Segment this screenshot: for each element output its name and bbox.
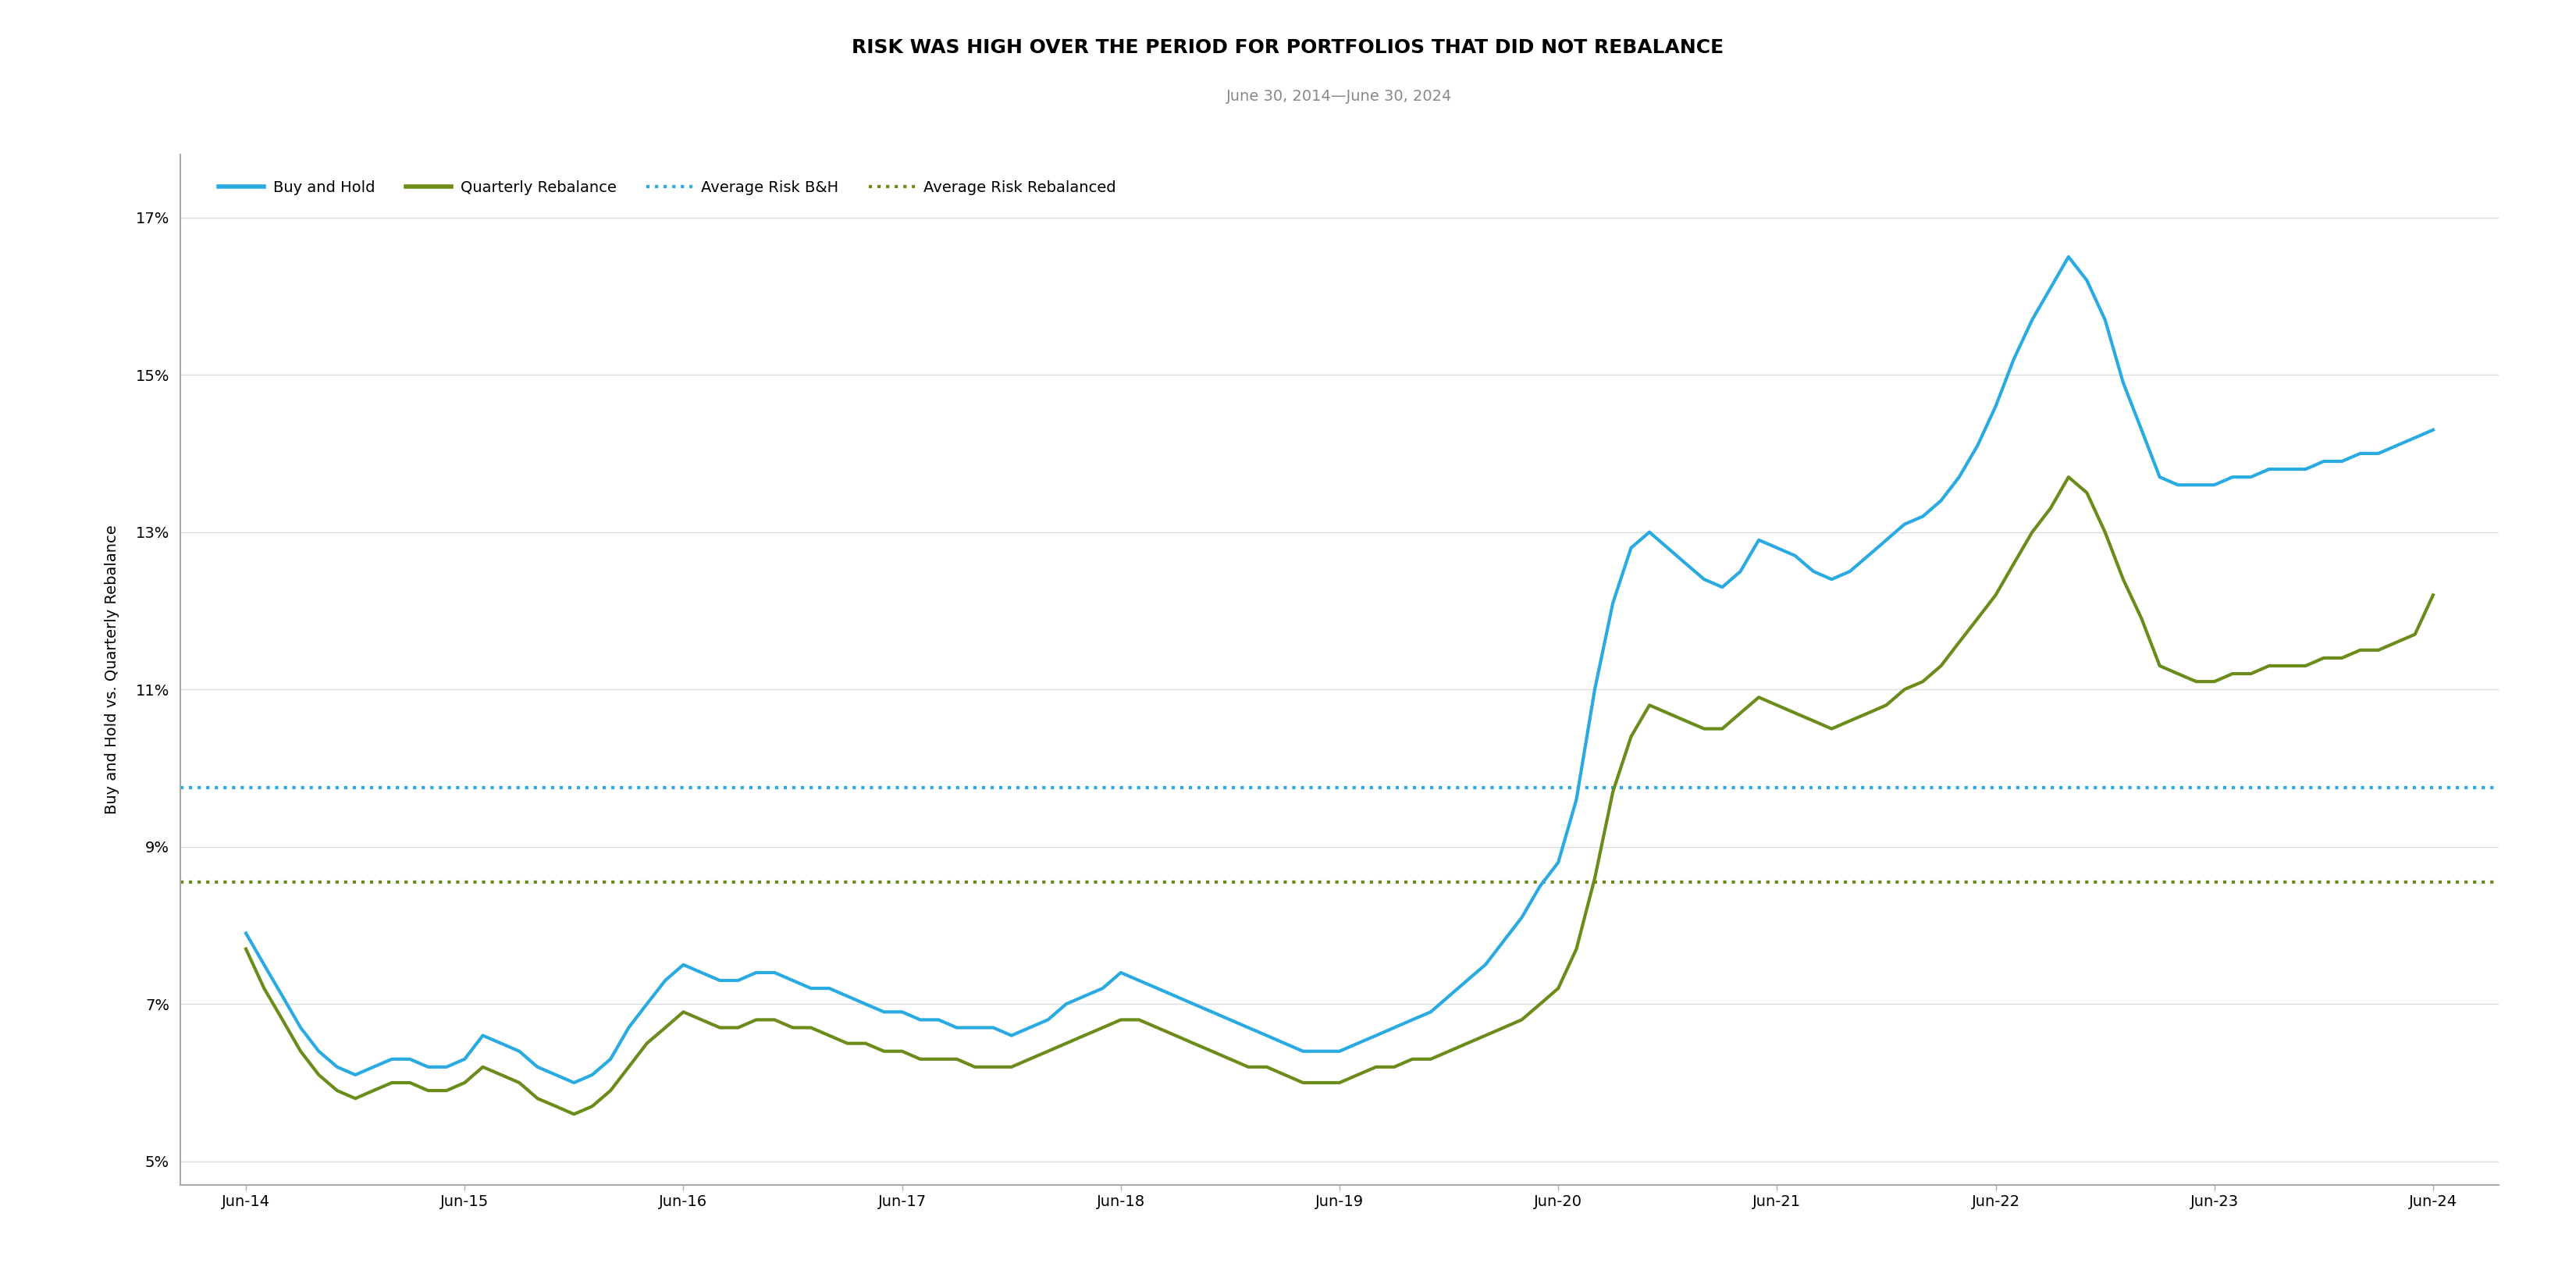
Title: June 30, 2014—June 30, 2024: June 30, 2014—June 30, 2024 [1226,89,1453,103]
Y-axis label: Buy and Hold vs. Quarterly Rebalance: Buy and Hold vs. Quarterly Rebalance [106,526,118,814]
Legend: Buy and Hold, Quarterly Rebalance, Average Risk B&H, Average Risk Rebalanced: Buy and Hold, Quarterly Rebalance, Avera… [211,173,1123,202]
Text: RISK WAS HIGH OVER THE PERIOD FOR PORTFOLIOS THAT DID NOT REBALANCE: RISK WAS HIGH OVER THE PERIOD FOR PORTFO… [853,39,1723,58]
